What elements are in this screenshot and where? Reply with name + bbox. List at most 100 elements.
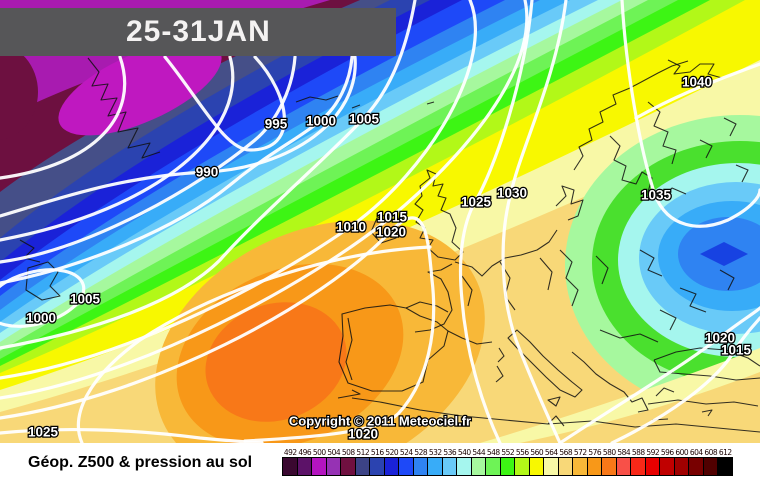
legend-entry: 492 (282, 448, 298, 476)
pressure-label: 1010 (336, 220, 366, 235)
legend-cell (514, 457, 530, 476)
pressure-label: 1005 (349, 112, 380, 127)
pressure-label: 1020 (705, 331, 735, 346)
pressure-label: 1025 (461, 195, 492, 210)
pressure-label: 990 (196, 165, 219, 180)
pressure-label: 1025 (28, 425, 59, 440)
legend-value: 600 (675, 448, 689, 457)
legend-value: 548 (486, 448, 500, 457)
pressure-label: 995 (265, 117, 288, 132)
legend-cell (702, 457, 718, 476)
legend-entry: 536 (441, 448, 457, 476)
pressure-label: 1015 (721, 343, 752, 358)
legend-value: 544 (472, 448, 486, 457)
legend-value: 536 (443, 448, 457, 457)
legend-value: 556 (515, 448, 529, 457)
legend-entry: 584 (615, 448, 631, 476)
legend-value: 540 (457, 448, 471, 457)
legend-cell (369, 457, 385, 476)
legend-cell (557, 457, 573, 476)
geopotential-field (0, 0, 760, 443)
legend-cell (673, 457, 689, 476)
legend-entry: 580 (601, 448, 617, 476)
legend-entry: 604 (688, 448, 704, 476)
legend-cell (470, 457, 486, 476)
legend-value: 560 (530, 448, 544, 457)
legend-entry: 572 (572, 448, 588, 476)
pressure-label: 1020 (376, 225, 406, 240)
legend-entry: 560 (528, 448, 544, 476)
legend-entry: 568 (557, 448, 573, 476)
legend-entry: 612 (717, 448, 733, 476)
legend-cell (412, 457, 428, 476)
legend-entry: 552 (499, 448, 515, 476)
map-area: 995 1000 1005 990 1005 1000 1010 1015 1020 1025 10… (0, 0, 760, 443)
legend-entry: 564 (543, 448, 559, 476)
legend-cell (485, 457, 501, 476)
legend-cell (586, 457, 602, 476)
legend-value: 520 (385, 448, 399, 457)
legend-entry: 504 (325, 448, 341, 476)
legend-cell (296, 457, 312, 476)
color-scale-legend: 492 496 500 504 508 512 516 520 524 528 532 536 540 5… (282, 448, 733, 476)
legend-entry: 596 (659, 448, 675, 476)
legend-cell (688, 457, 704, 476)
legend-value: 604 (689, 448, 703, 457)
pressure-label: 1015 (377, 210, 408, 225)
pressure-label: 1030 (497, 186, 527, 201)
legend-value: 592 (646, 448, 660, 457)
legend-entry: 544 (470, 448, 486, 476)
pressure-label: 1020 (348, 427, 378, 442)
legend-value: 564 (544, 448, 558, 457)
legend-value: 612 (718, 448, 732, 457)
legend-entry: 516 (369, 448, 385, 476)
legend-cell (615, 457, 631, 476)
legend-entry: 528 (412, 448, 428, 476)
legend-cell (630, 457, 646, 476)
legend-value: 568 (559, 448, 573, 457)
iberia-ridge-blob (155, 220, 485, 443)
legend-value: 608 (704, 448, 718, 457)
legend-entry: 508 (340, 448, 356, 476)
legend-value: 580 (602, 448, 616, 457)
pressure-label: 1035 (641, 188, 672, 203)
legend-value: 532 (428, 448, 442, 457)
legend-entry: 600 (673, 448, 689, 476)
legend-value: 492 (283, 448, 297, 457)
legend-cell (398, 457, 414, 476)
legend-value: 500 (312, 448, 326, 457)
legend-entry: 576 (586, 448, 602, 476)
legend-value: 516 (370, 448, 384, 457)
legend-entry: 548 (485, 448, 501, 476)
southeast-warm-strip (480, 348, 760, 443)
legend-value: 524 (399, 448, 413, 457)
legend-cell (572, 457, 588, 476)
legend-entry: 588 (630, 448, 646, 476)
legend-value: 512 (356, 448, 370, 457)
legend-cell (441, 457, 457, 476)
legend-value: 588 (631, 448, 645, 457)
legend-cell (340, 457, 356, 476)
legend-cell (311, 457, 327, 476)
legend-entry: 592 (644, 448, 660, 476)
legend-entry: 556 (514, 448, 530, 476)
pressure-contours (0, 0, 760, 443)
legend-cell (528, 457, 544, 476)
pressure-labels-layer: 995 1000 100599010051000101010151020102510… (25, 73, 753, 443)
coastlines (19, 57, 760, 433)
pressure-label: 1005 (70, 292, 101, 307)
period-title: 25-31JAN (0, 8, 396, 56)
period-title-text: 25-31JAN (126, 15, 271, 48)
legend-cell (601, 457, 617, 476)
legend-value: 552 (501, 448, 515, 457)
map-caption: Géop. Z500 & pression au sol (28, 454, 253, 471)
legend-cell (659, 457, 675, 476)
legend-entry: 520 (383, 448, 399, 476)
pressure-label: 1000 (26, 311, 56, 326)
footer-bar: Géop. Z500 & pression au sol 492 496 500 50… (0, 443, 760, 482)
legend-cell (427, 457, 443, 476)
legend-cell (717, 457, 733, 476)
legend-entry: 540 (456, 448, 472, 476)
legend-cell (282, 457, 298, 476)
